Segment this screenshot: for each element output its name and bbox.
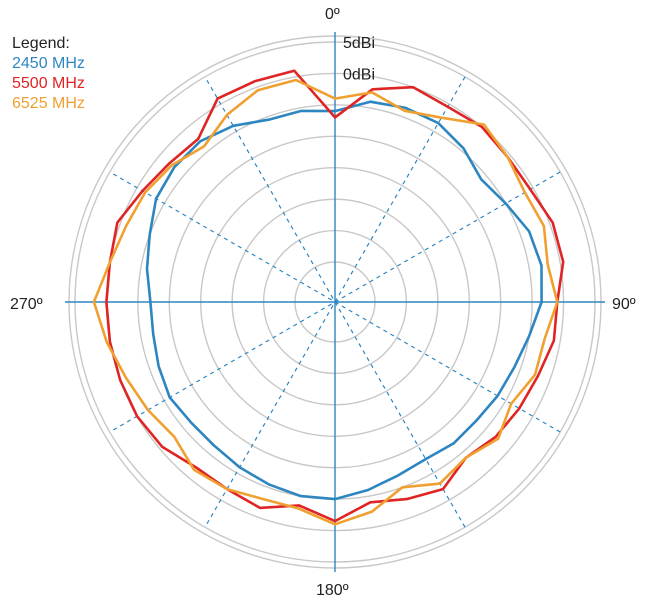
radial-labels: 5dBi 0dBi	[343, 35, 375, 83]
series-line-1	[105, 69, 565, 523]
legend: Legend: 2450 MHz 5500 MHz 6525 MHz	[12, 34, 85, 114]
series-line-2	[92, 78, 559, 526]
legend-item-6525: 6525 MHz	[12, 95, 85, 112]
angle-label-90: 90º	[612, 296, 636, 313]
legend-title: Legend:	[12, 35, 70, 52]
angle-label-0: 0º	[325, 6, 340, 23]
series-line-0	[145, 100, 543, 501]
radial-label-1: 0dBi	[343, 66, 375, 83]
legend-item-5500: 5500 MHz	[12, 75, 85, 92]
radial-label-0: 5dBi	[343, 35, 375, 52]
angle-label-270: 270º	[10, 296, 43, 313]
legend-item-2450: 2450 MHz	[12, 55, 85, 72]
series-group	[92, 69, 565, 526]
polar-axes	[65, 32, 605, 572]
angle-label-180: 180º	[316, 582, 349, 599]
